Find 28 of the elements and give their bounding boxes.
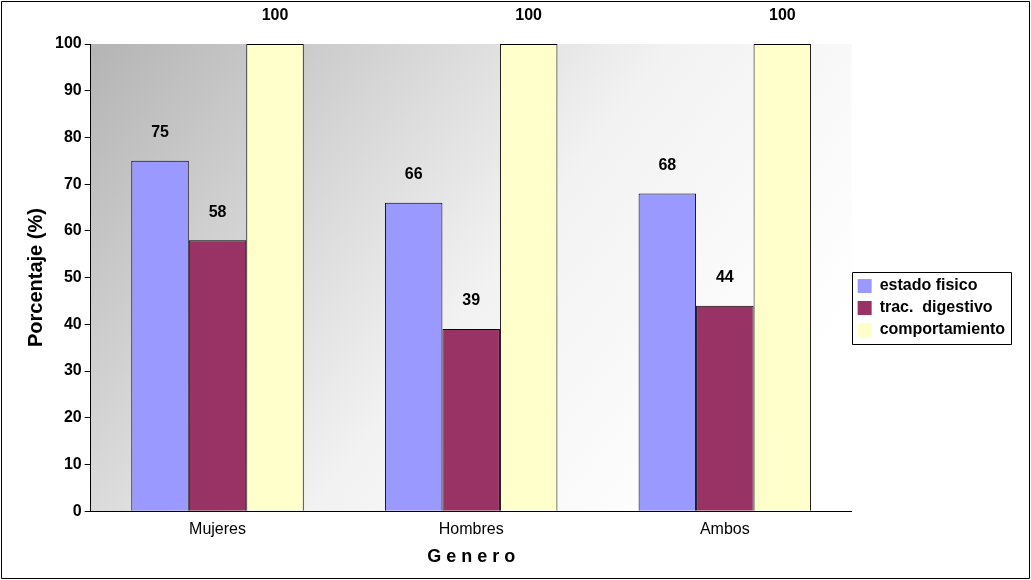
y-tick-label: 60: [63, 221, 82, 239]
data-label: 75: [151, 123, 170, 141]
y-tick-label: 10: [63, 454, 82, 472]
y-tick-label: 0: [72, 501, 82, 519]
y-tick-label: 80: [63, 127, 82, 145]
data-label: 68: [658, 155, 677, 173]
y-tick-label: 90: [63, 81, 82, 99]
y-tick-label: 100: [54, 34, 82, 52]
y-tick-label: 40: [63, 314, 82, 332]
data-label: 100: [768, 6, 796, 24]
y-tick-label: 20: [63, 408, 82, 426]
x-axis-title: G e n e r o: [427, 546, 516, 567]
data-label: 44: [715, 268, 734, 286]
x-tick-label: Mujeres: [189, 520, 246, 538]
x-tick-label: Ambos: [699, 520, 750, 538]
data-label: 58: [208, 202, 227, 220]
y-tick-label: 50: [63, 268, 82, 286]
data-label: 100: [261, 6, 289, 24]
x-tick-label: Hombres: [438, 520, 504, 538]
legend-label: trac. digestivo: [879, 298, 993, 316]
legend-label: comportamiento: [879, 320, 1006, 338]
y-axis-title: Porcentaje (%): [23, 208, 46, 348]
y-tick-label: 30: [63, 361, 82, 379]
y-tick-label: 70: [63, 174, 82, 192]
legend-label: estado fisico: [879, 276, 978, 294]
data-label: 100: [515, 6, 543, 24]
data-label: 39: [462, 291, 481, 309]
data-label: 66: [404, 165, 423, 183]
